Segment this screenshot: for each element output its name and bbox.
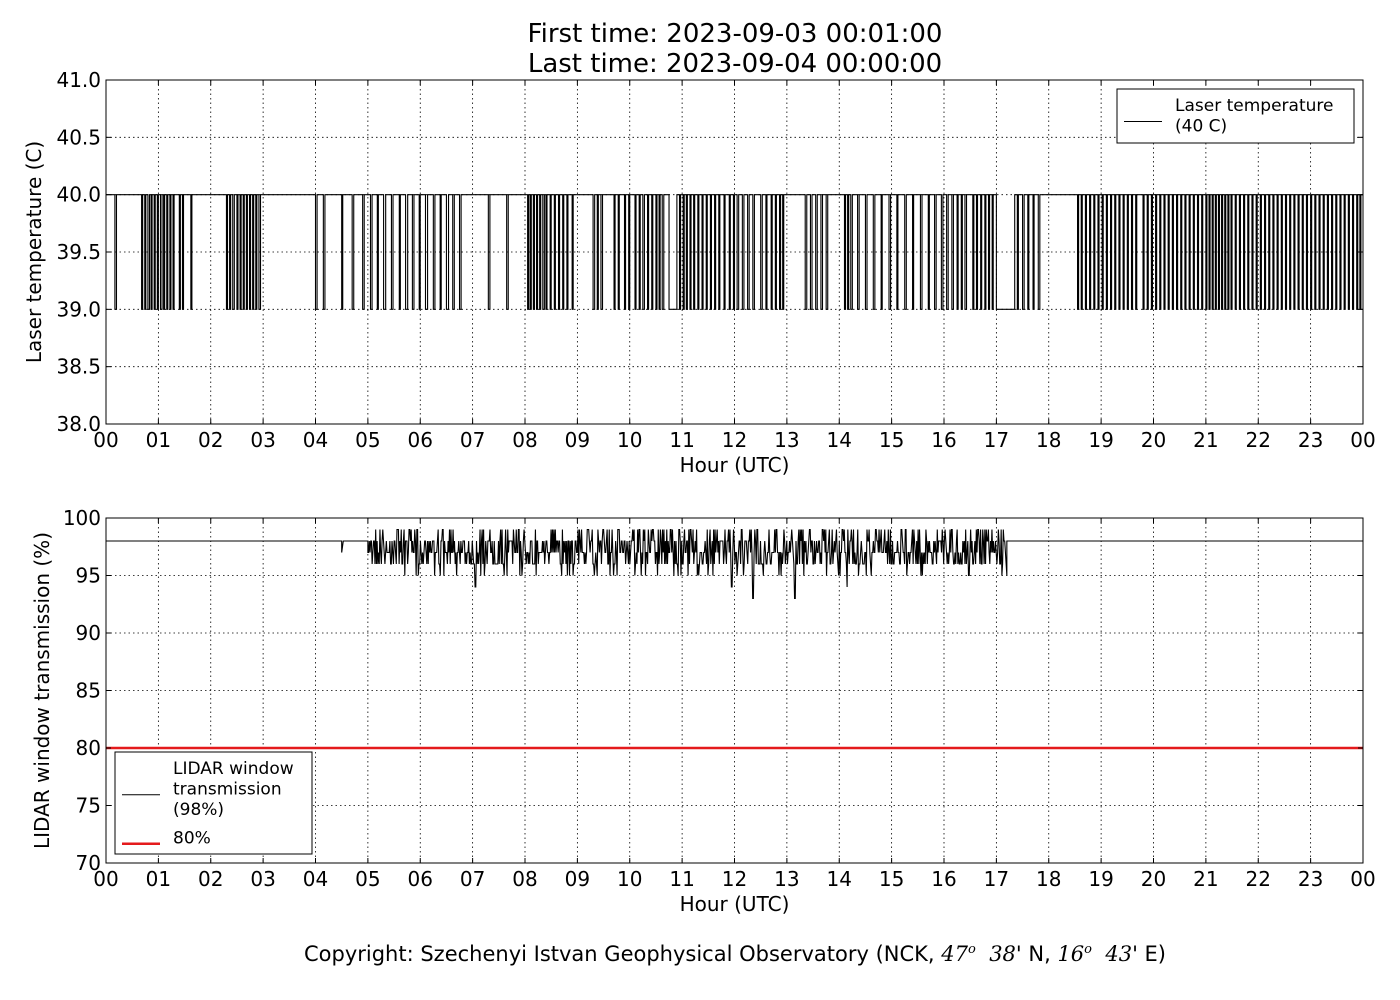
x-tick-label: 08 — [512, 867, 537, 891]
y-tick-label: 85 — [76, 679, 101, 703]
y-tick-label: 70 — [76, 851, 101, 875]
longitude-minutes: 43 — [1105, 942, 1133, 966]
chart-title-line-2: Last time: 2023-09-04 00:00:00 — [527, 49, 943, 79]
x-tick-label: 04 — [303, 867, 328, 891]
y-tick-label: 41.0 — [56, 68, 101, 92]
laser-temperature-axes: 00 01 02 03 04 05 06 07 08 09 10 11 12 13 14 15 16 17 18 19… — [22, 68, 1376, 477]
x-axis-label: Hour (UTC) — [680, 453, 790, 477]
x-tick-label: 09 — [565, 428, 590, 452]
x-tick-label: 21 — [1193, 867, 1218, 891]
lidar-transmission-axes: 00 01 02 03 04 05 06 07 08 09 10 11 12 13 14 15 16 17 18 19… — [30, 506, 1376, 916]
x-tick-label: 22 — [1246, 428, 1271, 452]
x-tick-label: 02 — [198, 867, 223, 891]
copyright-notice: Copyright: Szechenyi Istvan Geophysical … — [0, 936, 1400, 968]
x-tick-label: 03 — [250, 428, 275, 452]
x-tick-label: 20 — [1141, 867, 1166, 891]
x-tick-label: 11 — [669, 867, 694, 891]
y-tick-label: 40.5 — [56, 125, 101, 149]
x-tick-label: 18 — [1036, 867, 1061, 891]
chart-title-line-1: First time: 2023-09-03 00:01:00 — [527, 19, 943, 49]
y-axis-label: LIDAR window transmission (%) — [30, 532, 54, 849]
x-tick-label: 17 — [984, 428, 1009, 452]
latitude-minutes: 38 — [989, 942, 1016, 966]
latitude-suffix: ' N, — [1015, 942, 1058, 966]
x-tick-label: 05 — [355, 428, 380, 452]
x-tick-label: 08 — [512, 428, 537, 452]
x-tick-label: 19 — [1088, 867, 1113, 891]
y-tick-label: 38.0 — [56, 412, 101, 436]
x-tick-label: 10 — [617, 867, 642, 891]
x-tick-label: 06 — [408, 867, 433, 891]
x-tick-label: 19 — [1088, 428, 1113, 452]
x-tick-label: 01 — [146, 428, 171, 452]
y-tick-label: 39.0 — [56, 297, 101, 321]
legend-label-line: transmission — [173, 780, 282, 800]
x-tick-label: 06 — [408, 428, 433, 452]
legend-box — [1116, 88, 1355, 144]
x-tick-label: 23 — [1298, 867, 1323, 891]
lidar-transmission-series — [106, 528, 1363, 600]
x-tick-label: 18 — [1036, 428, 1061, 452]
x-tick-label: 04 — [303, 428, 328, 452]
x-tick-label: 07 — [460, 867, 485, 891]
y-tick-label: 39.5 — [56, 240, 101, 264]
y-tick-label: 75 — [76, 794, 101, 818]
legend-label-line: LIDAR window — [173, 759, 294, 779]
y-tick-label: 38.5 — [56, 355, 101, 379]
x-tick-label: 21 — [1193, 428, 1218, 452]
copyright-prefix: Copyright: Szechenyi Istvan Geophysical … — [303, 942, 942, 966]
x-tick-label: 15 — [879, 867, 904, 891]
x-tick-label: 02 — [198, 428, 223, 452]
x-tick-label: 07 — [460, 428, 485, 452]
x-tick-label: 13 — [774, 428, 799, 452]
degree-mark: o — [968, 942, 976, 957]
x-tick-label: 16 — [931, 428, 956, 452]
legend-label-line: (98%) — [173, 800, 224, 820]
legend: LIDAR window transmission (98%) 80% — [114, 751, 313, 855]
x-tick-label: 23 — [1298, 428, 1323, 452]
laser-temperature-series — [106, 194, 1363, 310]
latitude-degrees: 47 — [941, 942, 968, 966]
x-tick-label: 00 — [1350, 867, 1375, 891]
x-tick-label: 05 — [355, 867, 380, 891]
degree-mark: o — [1084, 942, 1092, 957]
x-tick-label: 12 — [722, 428, 747, 452]
legend-label-line: 80% — [173, 829, 211, 849]
legend: Laser temperature (40 C) — [1116, 88, 1355, 144]
x-tick-label: 00 — [93, 428, 118, 452]
longitude-suffix: ' E) — [1132, 942, 1167, 966]
longitude-degrees: 16 — [1057, 942, 1085, 966]
x-tick-label: 00 — [93, 867, 118, 891]
x-tick-label: 22 — [1246, 867, 1271, 891]
x-tick-label: 10 — [617, 428, 642, 452]
legend-box — [114, 751, 313, 855]
x-tick-label: 03 — [250, 867, 275, 891]
x-tick-label: 20 — [1141, 428, 1166, 452]
legend-label: Laser temperature (40 C) — [1175, 96, 1333, 137]
x-tick-label: 09 — [565, 867, 590, 891]
x-tick-label: 15 — [879, 428, 904, 452]
y-tick-label: 100 — [63, 506, 101, 530]
legend-label-line: Laser temperature — [1175, 96, 1333, 116]
y-tick-label: 90 — [76, 621, 101, 645]
legend-label-line: (40 C) — [1175, 117, 1227, 137]
x-tick-label: 17 — [984, 867, 1009, 891]
y-tick-label: 95 — [76, 564, 101, 588]
x-axis-label: Hour (UTC) — [680, 892, 790, 916]
y-tick-label: 40.0 — [56, 183, 101, 207]
x-tick-label: 13 — [774, 867, 799, 891]
x-tick-label: 14 — [827, 867, 852, 891]
x-tick-label: 16 — [931, 867, 956, 891]
x-tick-label: 12 — [722, 867, 747, 891]
x-tick-label: 11 — [669, 428, 694, 452]
x-tick-label: 14 — [827, 428, 852, 452]
y-tick-label: 80 — [76, 736, 101, 760]
x-tick-label: 01 — [146, 867, 171, 891]
legend-label: 80% — [173, 829, 211, 849]
y-axis-label: Laser temperature (C) — [22, 141, 46, 363]
x-tick-label: 00 — [1350, 428, 1375, 452]
legend-label: LIDAR window transmission (98%) — [173, 759, 294, 820]
